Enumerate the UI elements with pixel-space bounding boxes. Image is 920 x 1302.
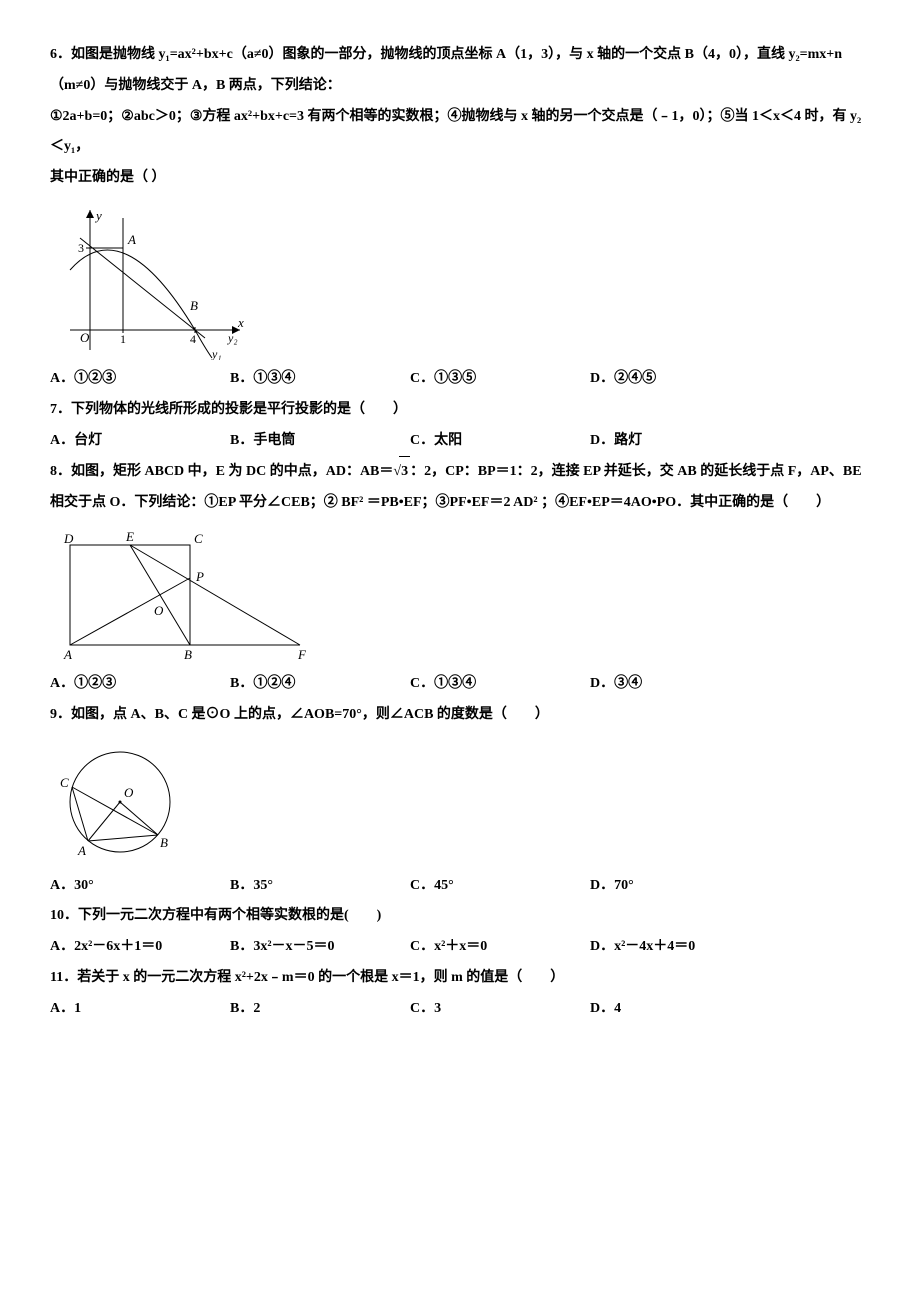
q9-options: A．30° B．35° C．45° D．70° bbox=[50, 871, 870, 902]
q10-options: A．2x²－6x＋1＝0 B．3x²－x－5＝0 C．x²＋x＝0 D．x²－4… bbox=[50, 932, 870, 963]
q10-opt-b: B．3x²－x－5＝0 bbox=[230, 932, 410, 963]
q10-stem: 10．下列一元二次方程中有两个相等实数根的是( ) bbox=[50, 901, 870, 932]
q8-opt-a: A．①②③ bbox=[50, 669, 230, 700]
q6-label-A: A bbox=[127, 232, 136, 247]
q6-options: A．①②③ B．①③④ C．①③⑤ D．②④⑤ bbox=[50, 364, 870, 395]
q11-stem: 11．若关于 x 的一元二次方程 x²+2x﹣m＝0 的一个根是 x＝1，则 m… bbox=[50, 963, 870, 994]
q6-label-y: y bbox=[94, 208, 102, 223]
q7-opt-d: D．路灯 bbox=[590, 426, 770, 457]
q8-figure: D E C P O A B F bbox=[50, 525, 870, 665]
q8-label-E: E bbox=[125, 529, 134, 544]
q9-opt-d: D．70° bbox=[590, 871, 770, 902]
q7-stem: 7．下列物体的光线所形成的投影是平行投影的是（ ） bbox=[50, 395, 870, 426]
q8-opt-c: C．①③④ bbox=[410, 669, 590, 700]
q11-opt-b: B．2 bbox=[230, 994, 410, 1025]
q6-label-B: B bbox=[190, 298, 198, 313]
q6-label-y1: y₁ bbox=[211, 347, 222, 360]
q9-label-C: C bbox=[60, 775, 69, 790]
q6-opt-c: C．①③⑤ bbox=[410, 364, 590, 395]
q6-label-3: 3 bbox=[78, 241, 84, 255]
q6-opt-b: B．①③④ bbox=[230, 364, 410, 395]
q11-opt-d: D．4 bbox=[590, 994, 770, 1025]
q9-opt-c: C．45° bbox=[410, 871, 590, 902]
q11-options: A．1 B．2 C．3 D．4 bbox=[50, 994, 870, 1025]
q6-stem-3: 其中正确的是（ ） bbox=[50, 163, 870, 194]
q9-label-O: O bbox=[124, 785, 134, 800]
q11-opt-c: C．3 bbox=[410, 994, 590, 1025]
q8-label-B: B bbox=[184, 647, 192, 662]
q8-label-D: D bbox=[63, 531, 74, 546]
q9-stem: 9．如图，点 A、B、C 是⊙O 上的点，∠AOB=70°，则∠ACB 的度数是… bbox=[50, 700, 870, 731]
q8-label-A: A bbox=[63, 647, 72, 662]
q7-opt-b: B．手电筒 bbox=[230, 426, 410, 457]
q6-label-4: 4 bbox=[190, 332, 196, 346]
q9-figure: C O A B bbox=[50, 737, 870, 867]
q8-label-P: P bbox=[195, 569, 204, 584]
q6-label-1: 1 bbox=[120, 332, 126, 346]
q9-label-A: A bbox=[77, 843, 86, 858]
q6-stem-1: 6．如图是抛物线 y₁=ax²+bx+c（a≠0）图象的一部分，抛物线的顶点坐标… bbox=[50, 40, 870, 102]
q9-opt-b: B．35° bbox=[230, 871, 410, 902]
q6-figure: y 3 A O 1 4 B x y₂ y₁ bbox=[50, 200, 870, 360]
q8-label-C: C bbox=[194, 531, 203, 546]
q6-label-y2: y₂ bbox=[227, 331, 238, 345]
q8-stem-pre: 8．如图，矩形 ABCD 中，E 为 DC 的中点，AD：AB＝ bbox=[50, 464, 393, 479]
q8-opt-d: D．③④ bbox=[590, 669, 770, 700]
radical-icon: √3 bbox=[393, 456, 410, 488]
q7-opt-a: A．台灯 bbox=[50, 426, 230, 457]
q6-stem-2: ①2a+b=0；②abc＞0；③方程 ax²+bx+c=3 有两个相等的实数根；… bbox=[50, 102, 870, 164]
q10-opt-c: C．x²＋x＝0 bbox=[410, 932, 590, 963]
q8-label-F: F bbox=[297, 647, 307, 662]
q8-label-O: O bbox=[154, 603, 164, 618]
q9-label-B: B bbox=[160, 835, 168, 850]
q6-opt-a: A．①②③ bbox=[50, 364, 230, 395]
q7-options: A．台灯 B．手电筒 C．太阳 D．路灯 bbox=[50, 426, 870, 457]
q10-opt-a: A．2x²－6x＋1＝0 bbox=[50, 932, 230, 963]
q7-opt-c: C．太阳 bbox=[410, 426, 590, 457]
q9-opt-a: A．30° bbox=[50, 871, 230, 902]
q11-opt-a: A．1 bbox=[50, 994, 230, 1025]
q8-opt-b: B．①②④ bbox=[230, 669, 410, 700]
q6-label-O: O bbox=[80, 330, 90, 345]
q8-options: A．①②③ B．①②④ C．①③④ D．③④ bbox=[50, 669, 870, 700]
q8-stem: 8．如图，矩形 ABCD 中，E 为 DC 的中点，AD：AB＝√3：2，CP：… bbox=[50, 456, 870, 519]
q6-label-x: x bbox=[237, 315, 244, 330]
q10-opt-d: D．x²－4x＋4＝0 bbox=[590, 932, 770, 963]
q6-opt-d: D．②④⑤ bbox=[590, 364, 770, 395]
